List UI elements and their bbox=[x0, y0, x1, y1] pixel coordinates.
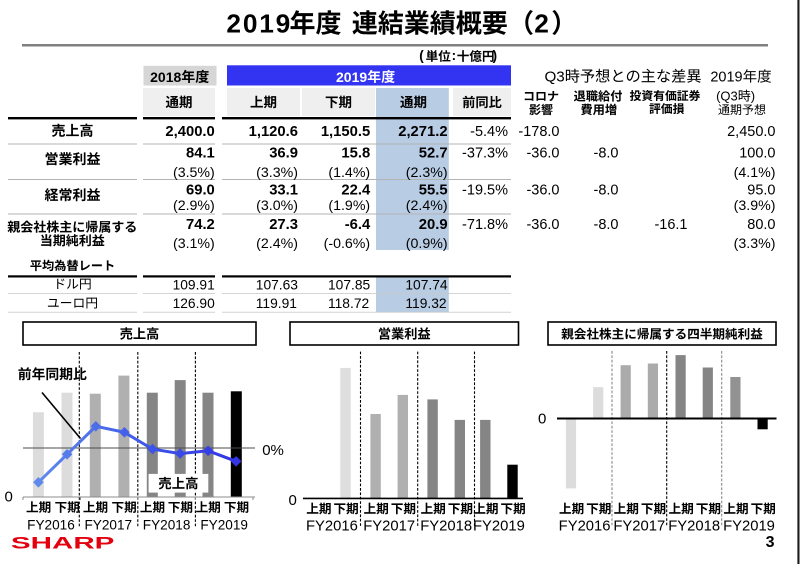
svg-text:0: 0 bbox=[5, 489, 13, 506]
svg-text:52.7: 52.7 bbox=[419, 145, 448, 161]
svg-text:FY2017: FY2017 bbox=[613, 519, 665, 535]
svg-text:0%: 0% bbox=[262, 442, 284, 459]
svg-text:33.1: 33.1 bbox=[269, 182, 298, 198]
svg-text:27.3: 27.3 bbox=[269, 217, 298, 233]
svg-text:-8.0: -8.0 bbox=[594, 145, 619, 161]
svg-text:): ) bbox=[493, 48, 497, 63]
svg-text:109.91: 109.91 bbox=[173, 277, 215, 292]
svg-text::: : bbox=[452, 48, 456, 63]
svg-text:-5.4%: -5.4% bbox=[470, 124, 508, 140]
svg-text:(3.9%): (3.9%) bbox=[734, 198, 776, 214]
svg-text:107.74: 107.74 bbox=[405, 277, 448, 292]
svg-text:119.32: 119.32 bbox=[405, 296, 446, 311]
svg-text:Q3: Q3 bbox=[544, 69, 564, 86]
svg-text:(: ( bbox=[419, 48, 424, 63]
svg-text:0: 0 bbox=[289, 492, 297, 509]
svg-text:(-0.6%): (-0.6%) bbox=[324, 236, 371, 252]
svg-text:-178.0: -178.0 bbox=[518, 124, 559, 140]
svg-text:80.0: 80.0 bbox=[747, 217, 775, 233]
svg-text:3: 3 bbox=[766, 534, 775, 551]
svg-text:2019: 2019 bbox=[710, 70, 742, 86]
svg-text:107.63: 107.63 bbox=[256, 277, 299, 292]
svg-text:84.1: 84.1 bbox=[186, 145, 215, 161]
svg-text:-71.8%: -71.8% bbox=[462, 217, 508, 233]
svg-text:-36.0: -36.0 bbox=[526, 182, 559, 198]
svg-text:(2.3%): (2.3%) bbox=[406, 165, 448, 181]
svg-text:FY2016: FY2016 bbox=[27, 517, 75, 532]
svg-text:(Q3: (Q3 bbox=[716, 89, 738, 104]
svg-text:69.0: 69.0 bbox=[186, 182, 215, 198]
svg-text:FY2018: FY2018 bbox=[420, 519, 472, 535]
svg-text:1,150.5: 1,150.5 bbox=[321, 124, 370, 140]
svg-text:FY2017: FY2017 bbox=[84, 517, 132, 532]
svg-text:2018: 2018 bbox=[150, 69, 181, 85]
svg-text:2,400.0: 2,400.0 bbox=[165, 124, 214, 140]
svg-text:2019: 2019 bbox=[226, 8, 292, 38]
svg-text:(2.4%): (2.4%) bbox=[406, 198, 448, 214]
svg-text:95.0: 95.0 bbox=[747, 182, 775, 198]
svg-text:): ) bbox=[751, 89, 755, 104]
svg-text:118.72: 118.72 bbox=[328, 296, 369, 311]
svg-text:107.85: 107.85 bbox=[328, 277, 371, 292]
svg-text:-36.0: -36.0 bbox=[526, 145, 559, 161]
svg-text:2: 2 bbox=[534, 8, 549, 38]
svg-text:(3.1%): (3.1%) bbox=[173, 236, 215, 252]
svg-text:36.9: 36.9 bbox=[269, 145, 298, 161]
svg-text:FY2016: FY2016 bbox=[559, 519, 611, 535]
svg-text:-16.1: -16.1 bbox=[654, 217, 687, 233]
svg-text:FY2017: FY2017 bbox=[363, 519, 415, 535]
svg-text:-36.0: -36.0 bbox=[526, 217, 559, 233]
svg-text:2,450.0: 2,450.0 bbox=[727, 124, 775, 140]
svg-text:1,120.6: 1,120.6 bbox=[249, 124, 298, 140]
svg-text:FY2019: FY2019 bbox=[723, 519, 775, 535]
svg-text:2,271.2: 2,271.2 bbox=[398, 124, 447, 140]
svg-text:(3.0%): (3.0%) bbox=[256, 198, 298, 214]
svg-text:FY2018: FY2018 bbox=[143, 517, 191, 532]
svg-text:(4.1%): (4.1%) bbox=[734, 165, 776, 181]
svg-text:20.9: 20.9 bbox=[419, 217, 448, 233]
svg-text:74.2: 74.2 bbox=[186, 217, 215, 233]
svg-text:-8.0: -8.0 bbox=[594, 217, 619, 233]
svg-text:(3.3%): (3.3%) bbox=[256, 165, 298, 181]
svg-text:(3.5%): (3.5%) bbox=[173, 165, 215, 181]
svg-text:FY2019: FY2019 bbox=[473, 519, 525, 535]
svg-text:15.8: 15.8 bbox=[341, 145, 370, 161]
svg-text:(0.9%): (0.9%) bbox=[406, 236, 448, 252]
svg-text:FY2018: FY2018 bbox=[668, 519, 720, 535]
svg-text:126.90: 126.90 bbox=[173, 296, 216, 311]
svg-text:2019: 2019 bbox=[336, 69, 367, 85]
svg-text:0: 0 bbox=[538, 411, 546, 428]
svg-text:22.4: 22.4 bbox=[341, 182, 371, 198]
svg-text:(2.9%): (2.9%) bbox=[173, 198, 215, 214]
svg-text:(2.4%): (2.4%) bbox=[256, 236, 298, 252]
svg-text:(3.3%): (3.3%) bbox=[734, 236, 776, 252]
svg-text:FY2016: FY2016 bbox=[306, 519, 358, 535]
svg-text:55.5: 55.5 bbox=[419, 182, 448, 198]
svg-text:100.0: 100.0 bbox=[739, 145, 775, 161]
svg-text:FY2019: FY2019 bbox=[200, 517, 248, 532]
svg-text:119.91: 119.91 bbox=[256, 296, 297, 311]
svg-text:-37.3%: -37.3% bbox=[462, 145, 508, 161]
svg-text:(1.9%): (1.9%) bbox=[328, 198, 370, 214]
svg-text:-6.4: -6.4 bbox=[345, 217, 371, 233]
svg-text:SHARP: SHARP bbox=[11, 534, 114, 553]
svg-text:-19.5%: -19.5% bbox=[462, 182, 508, 198]
svg-text:-8.0: -8.0 bbox=[594, 182, 619, 198]
svg-text:(1.4%): (1.4%) bbox=[328, 165, 370, 181]
